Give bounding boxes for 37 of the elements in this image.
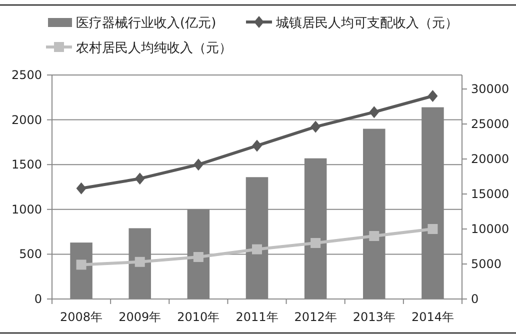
x-tick-label: 2010年 — [177, 310, 220, 324]
point — [134, 256, 145, 267]
x-tick-label: 2008年 — [60, 310, 103, 324]
y2-tick-label: 10000 — [471, 222, 510, 236]
point — [76, 182, 86, 194]
point — [193, 252, 204, 262]
y2-tick-label: 25000 — [471, 117, 510, 131]
y2-tick-label: 0 — [471, 292, 479, 306]
y-tick-label: 1500 — [11, 158, 42, 172]
y-tick-label: 2500 — [11, 68, 42, 82]
point — [310, 238, 321, 248]
legend-label: 医疗器械行业收入(亿元) — [76, 16, 216, 31]
point — [252, 244, 262, 254]
y-tick-label: 2000 — [11, 112, 42, 127]
x-tick-label: 2011年 — [236, 310, 278, 324]
x-tick-label: 2009年 — [118, 310, 162, 324]
point — [134, 172, 145, 185]
y-tick-label: 500 — [19, 247, 42, 262]
y-tick-label: 0 — [34, 292, 42, 306]
point — [369, 106, 380, 118]
y2-tick-label: 5000 — [471, 257, 502, 271]
point — [252, 140, 262, 152]
point — [76, 260, 86, 270]
point — [428, 90, 438, 102]
x-tick-label: 2014年 — [411, 310, 454, 324]
x-tick-label: 2013年 — [352, 310, 396, 324]
y2-tick-label: 20000 — [471, 152, 510, 166]
y-tick-label: 1000 — [11, 202, 42, 216]
point — [428, 224, 438, 234]
point — [369, 231, 380, 241]
y2-tick-label: 15000 — [471, 187, 510, 201]
point — [310, 120, 321, 133]
x-tick-label: 2012年 — [294, 310, 337, 324]
legend-label: 城镇居民人均可支配收入（元） — [275, 16, 458, 31]
y2-tick-label: 30000 — [471, 82, 510, 96]
legend-label: 农村居民人均纯收入（元） — [76, 41, 232, 56]
point — [193, 158, 204, 171]
